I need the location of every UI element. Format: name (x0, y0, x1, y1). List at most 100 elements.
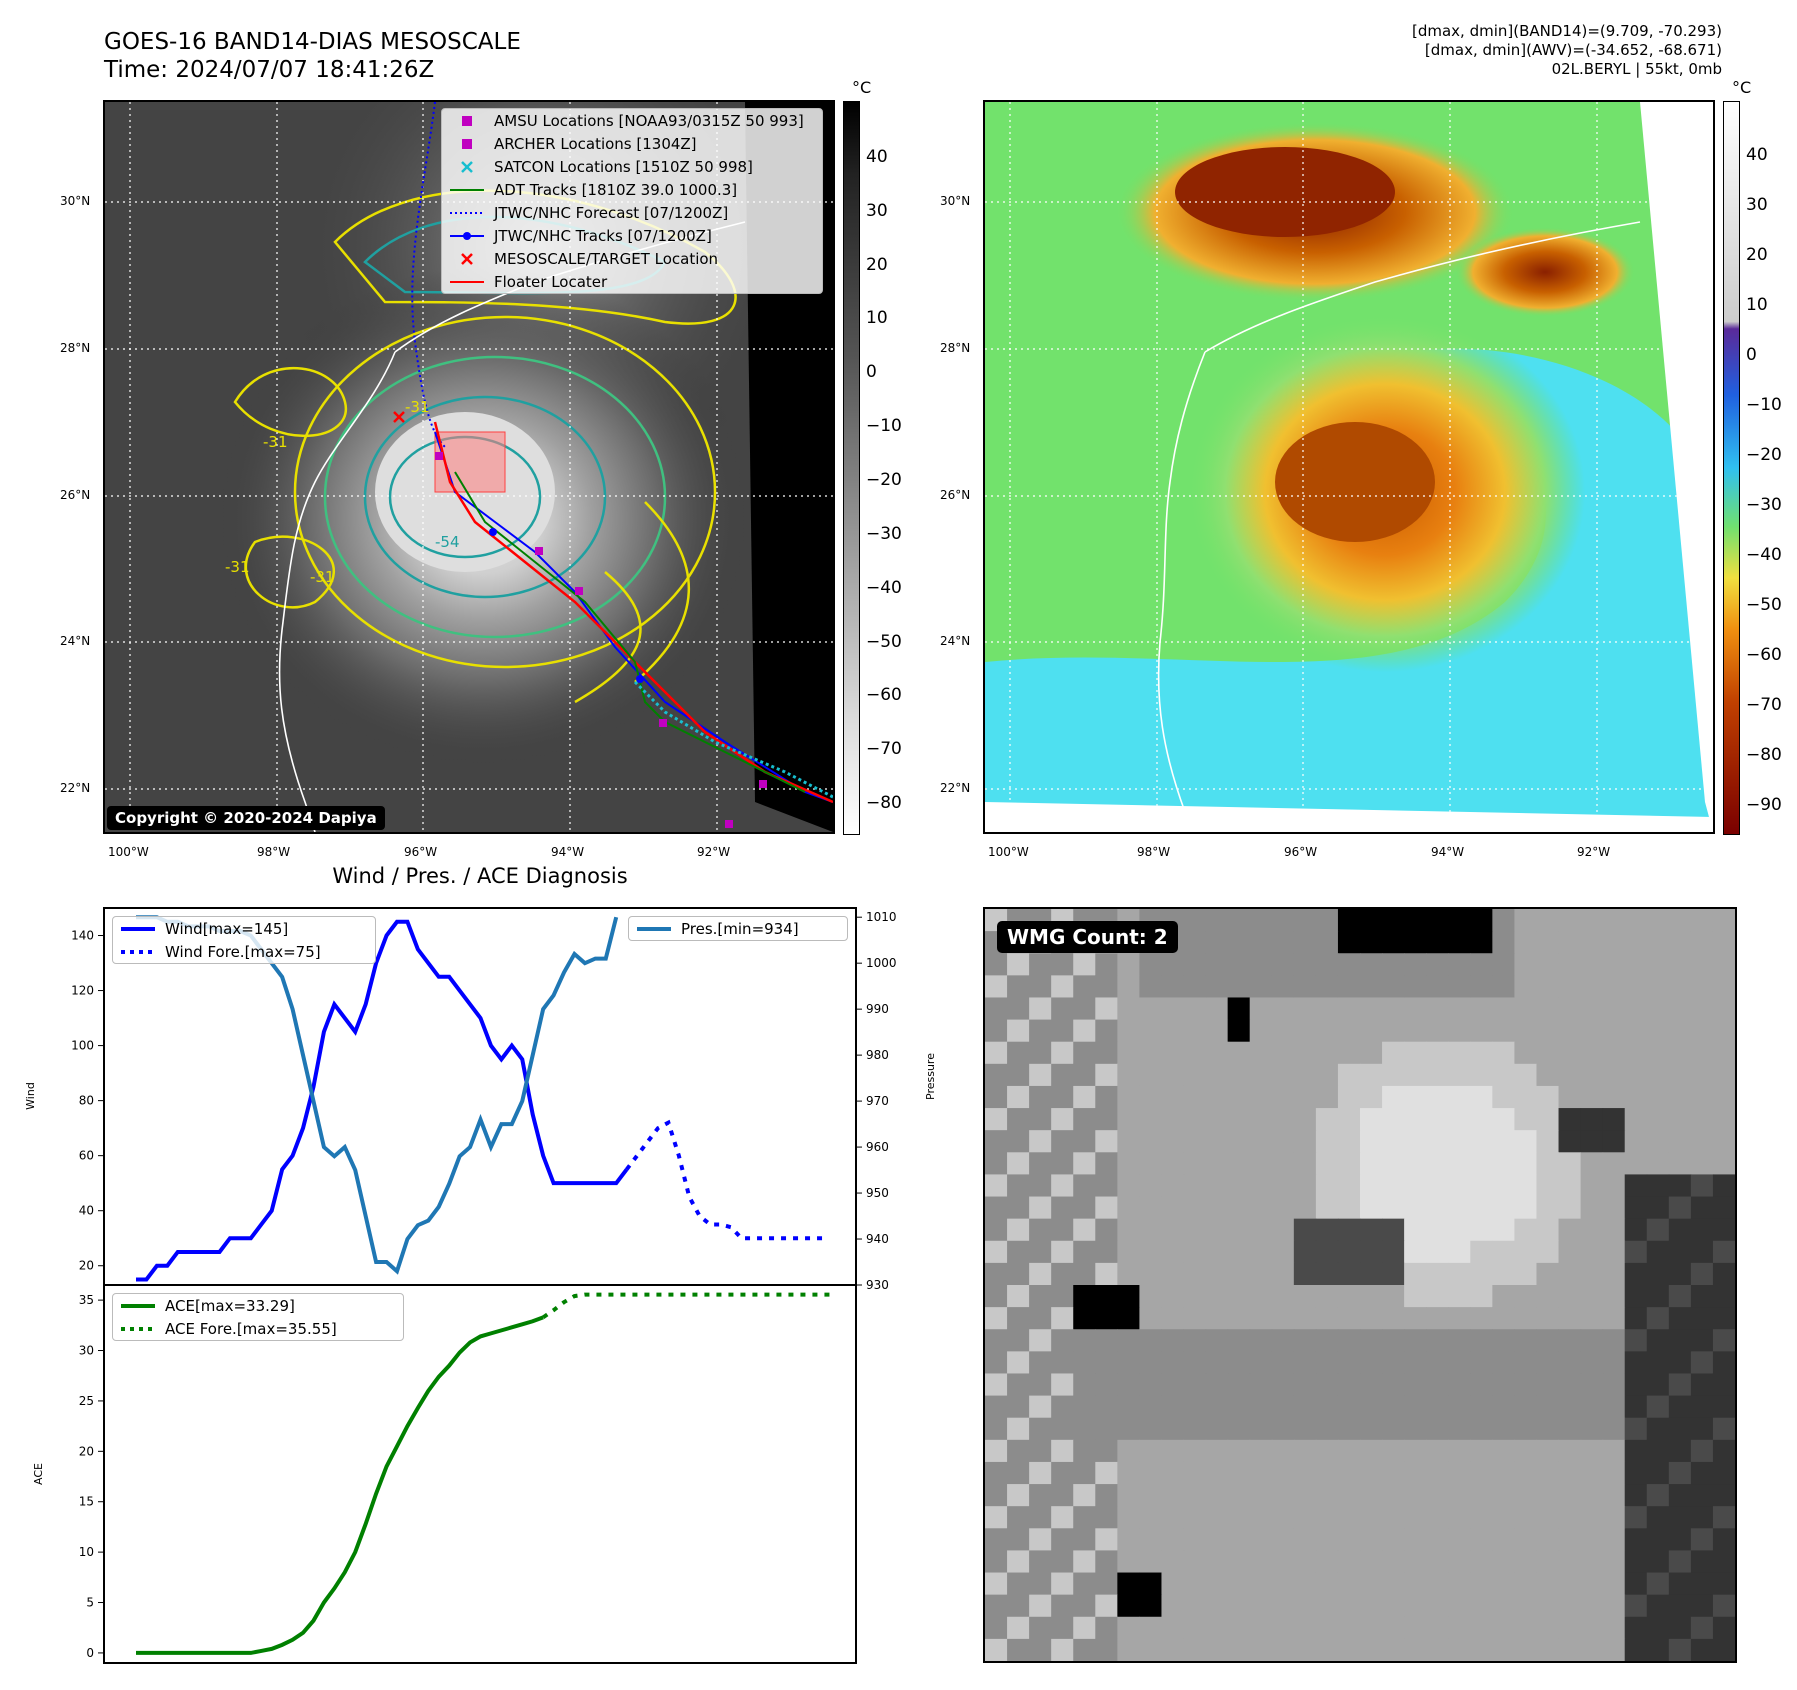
lon-tick: 98°W (1137, 845, 1171, 859)
wmg-cell (1315, 1085, 1339, 1109)
wmg-cell (1426, 1417, 1449, 1441)
wmg-cell (1668, 1041, 1692, 1065)
map-legend-item: AMSU Locations [NOAA93/0315Z 50 993] (442, 109, 822, 132)
wmg-cell (985, 1528, 1008, 1551)
info-awv: [dmax, dmin](AWV)=(-34.652, -68.671) (1424, 41, 1722, 59)
wmg-cell (1117, 1616, 1140, 1640)
legend-label: AMSU Locations [NOAA93/0315Z 50 993] (494, 111, 804, 130)
wmg-cell (1227, 1638, 1251, 1661)
wmg-cell (1514, 1108, 1537, 1131)
wmg-cell (1690, 1085, 1714, 1109)
wmg-cell (1315, 1506, 1339, 1529)
wmg-cell (1404, 1240, 1427, 1264)
wmg-cell (1514, 1506, 1537, 1529)
wmg-cell (1205, 953, 1229, 976)
wmg-cell (1337, 1461, 1361, 1485)
wmg-cell (1007, 1439, 1030, 1463)
ace-legend: ACE[max=33.29] ACE Fore.[max=35.55] (112, 1293, 404, 1341)
wmg-cell (1558, 1218, 1582, 1242)
wmg-cell (1382, 1218, 1405, 1242)
wmg-cell (1624, 1218, 1648, 1242)
wmg-cell (1337, 1019, 1361, 1043)
wmg-cell (1404, 953, 1427, 976)
legend-label: ADT Tracks [1810Z 39.0 1000.3] (494, 180, 738, 199)
wmg-cell (1514, 1439, 1537, 1463)
lon-tick: 92°W (697, 845, 731, 859)
wmg-cell (1668, 1329, 1692, 1352)
lon-tick: 94°W (1431, 845, 1465, 859)
wmg-cell (1624, 1041, 1648, 1065)
wmg-cell (1448, 909, 1471, 932)
wmg-cell (1470, 1130, 1493, 1153)
wmg-cell (1205, 1108, 1229, 1131)
wmg-cell (1558, 1461, 1582, 1485)
wmg-cell (1558, 975, 1582, 998)
wmg-cell (1227, 1130, 1251, 1153)
wmg-cell (1668, 1240, 1692, 1264)
wmg-cell (1382, 1262, 1405, 1286)
wmg-cell (1139, 1638, 1162, 1661)
wmg-cell (1095, 1240, 1118, 1264)
wmg-cell (1470, 1528, 1493, 1551)
wmg-cell (1382, 909, 1405, 932)
wmg-cell (1558, 1417, 1582, 1441)
wmg-cell (1007, 1506, 1030, 1529)
wmg-cell (1029, 1395, 1052, 1419)
wmg-cell (1492, 1285, 1515, 1308)
wmg-cell (1249, 1616, 1273, 1640)
wmg-cell (1492, 1130, 1515, 1153)
wmg-cell (1404, 1262, 1427, 1286)
legend-label: JTWC/NHC Tracks [07/1200Z] (494, 226, 712, 245)
wmg-cell (1668, 953, 1692, 976)
wmg-cell (1095, 1218, 1118, 1242)
wmg-cell (1271, 997, 1295, 1021)
wmg-cell (1558, 1196, 1582, 1220)
map-legend-item: SATCON Locations [1510Z 50 998] (442, 155, 822, 178)
wmg-cell (1690, 953, 1714, 976)
wmg-cell (1470, 1307, 1493, 1330)
wmg-cell (1580, 1130, 1604, 1153)
wmg-cell (1095, 1085, 1118, 1109)
wmg-cell (1227, 1262, 1251, 1286)
wmg-cell (1007, 1528, 1030, 1551)
wmg-cell (1139, 1616, 1162, 1640)
legend-label: ACE Fore.[max=35.55] (165, 1319, 337, 1338)
wmg-cell (1602, 1285, 1626, 1308)
wmg-cell (1536, 1108, 1560, 1131)
wmg-cell (1337, 1484, 1361, 1507)
wmg-cell (1712, 1572, 1735, 1596)
wmg-cell (1536, 1439, 1560, 1463)
wmg-cell (1668, 1351, 1692, 1374)
map-legend-item: Floater Locater (442, 270, 822, 293)
colorbar-tick: −40 (1746, 545, 1782, 565)
wmg-cell (1337, 1439, 1361, 1463)
wmg-cell (1117, 1041, 1140, 1065)
legend-label: ARCHER Locations [1304Z] (494, 134, 697, 153)
lat-tick: 24°N (60, 634, 91, 648)
wmg-cell (1315, 1019, 1339, 1043)
wmg-cell (1095, 1484, 1118, 1507)
map-legend-item: JTWC/NHC Tracks [07/1200Z] (442, 224, 822, 247)
wmg-cell (1602, 997, 1626, 1021)
wmg-cell (1161, 1152, 1185, 1175)
wmg-cell (1139, 1218, 1162, 1242)
wmg-cell (1690, 1329, 1714, 1352)
legend-item: ACE[max=33.29] (113, 1294, 403, 1317)
wmg-cell (1382, 997, 1405, 1021)
colorbar-tick: −10 (866, 416, 902, 437)
wmg-cell (1448, 1196, 1471, 1220)
wmg-cell (1536, 1329, 1560, 1352)
wmg-cell (1249, 1130, 1273, 1153)
wmg-cell (1602, 975, 1626, 998)
wmg-cell (1712, 931, 1735, 954)
wmg-cell (1426, 1528, 1449, 1551)
wmg-cell (1095, 1285, 1118, 1308)
wmg-cell (1029, 1528, 1052, 1551)
wmg-cell (1095, 1307, 1118, 1330)
wmg-cell (1337, 975, 1361, 998)
wmg-cell (1293, 1572, 1317, 1596)
wmg-cell (1558, 1572, 1582, 1596)
wmg-cell (1360, 909, 1383, 932)
wmg-cell (1205, 1329, 1229, 1352)
wmg-cell (1558, 1528, 1582, 1551)
